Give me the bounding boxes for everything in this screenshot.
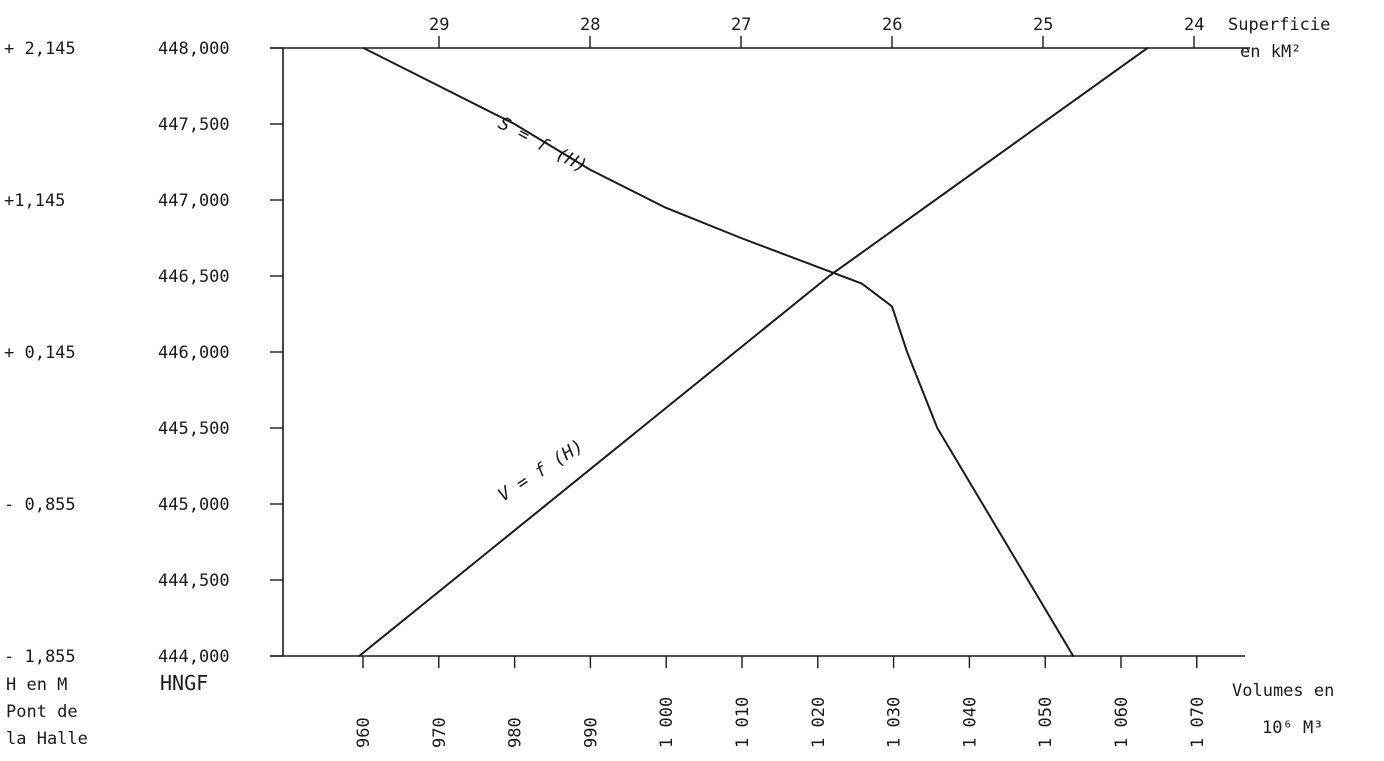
hngf-tick-label: 447,000 bbox=[158, 191, 230, 211]
superficie-tick-label: 24 bbox=[1184, 15, 1204, 35]
bottom-axis-title-line2: 10⁶ M³ bbox=[1262, 718, 1323, 738]
outer-axis-labels: + 2,145 +1,145 + 0,145 - 0,855 - 1,855 bbox=[4, 39, 76, 667]
hngf-tick-label: 447,500 bbox=[158, 115, 230, 135]
hngf-tick-label: 446,000 bbox=[158, 343, 230, 363]
series-line-s bbox=[362, 47, 1075, 657]
hngf-tick-label: 445,000 bbox=[158, 495, 230, 515]
top-axis-title-line1: Superficie bbox=[1228, 15, 1330, 35]
series-lines bbox=[358, 47, 1149, 657]
outer-tick-label: - 1,855 bbox=[4, 647, 76, 667]
outer-tick-label: - 0,855 bbox=[4, 495, 76, 515]
superficie-tick-label: 28 bbox=[580, 15, 600, 35]
volume-tick-label: 1 020 bbox=[809, 697, 829, 748]
volume-tick-label: 1 000 bbox=[657, 697, 677, 748]
outer-axis-title-line1: H en M bbox=[6, 675, 67, 695]
bottom-axis-ticks: 960 970 980 990 1 000 1 010 1 020 1 030 1 040 1 0… bbox=[354, 656, 1208, 748]
volume-tick-label: 1 070 bbox=[1188, 697, 1208, 748]
top-axis-ticks: 29 28 27 26 25 24 bbox=[429, 15, 1204, 48]
volume-tick-label: 1 010 bbox=[733, 697, 753, 748]
outer-axis-title-line3: la Halle bbox=[6, 729, 88, 749]
hngf-tick-label: 446,500 bbox=[158, 267, 230, 287]
hngf-tick-label: 444,000 bbox=[158, 647, 230, 667]
series-label-v: V = f (H) bbox=[494, 435, 587, 506]
volume-tick-label: 1 060 bbox=[1112, 697, 1132, 748]
series-line-v bbox=[358, 47, 1149, 657]
hngf-tick-label: 445,500 bbox=[158, 419, 230, 439]
hngf-tick-label: 444,500 bbox=[158, 571, 230, 591]
volume-tick-label: 1 030 bbox=[885, 697, 905, 748]
volume-tick-label: 1 050 bbox=[1036, 697, 1056, 748]
volume-tick-label: 990 bbox=[581, 717, 601, 748]
series-label-s: S = f (H) bbox=[495, 113, 591, 177]
hngf-tick-label: 448,000 bbox=[158, 39, 230, 59]
superficie-tick-label: 27 bbox=[731, 15, 751, 35]
superficie-tick-label: 29 bbox=[429, 15, 449, 35]
hngf-axis-title: HNGF bbox=[160, 671, 208, 695]
outer-axis-title-line2: Pont de bbox=[6, 702, 78, 722]
top-axis-title-line2: en kM² bbox=[1240, 42, 1301, 62]
left-axis-ticks: 448,000 447,500 447,000 446,500 446,000 445,5… bbox=[158, 39, 283, 667]
volume-tick-label: 960 bbox=[354, 717, 374, 748]
volume-tick-label: 980 bbox=[506, 717, 526, 748]
outer-tick-label: + 0,145 bbox=[4, 343, 76, 363]
bottom-axis-title-line1: Volumes en bbox=[1232, 681, 1334, 701]
outer-tick-label: + 2,145 bbox=[4, 39, 76, 59]
outer-tick-label: +1,145 bbox=[4, 191, 65, 211]
volume-tick-label: 1 040 bbox=[960, 697, 980, 748]
superficie-tick-label: 25 bbox=[1033, 15, 1053, 35]
superficie-tick-label: 26 bbox=[882, 15, 902, 35]
volume-tick-label: 970 bbox=[430, 717, 450, 748]
